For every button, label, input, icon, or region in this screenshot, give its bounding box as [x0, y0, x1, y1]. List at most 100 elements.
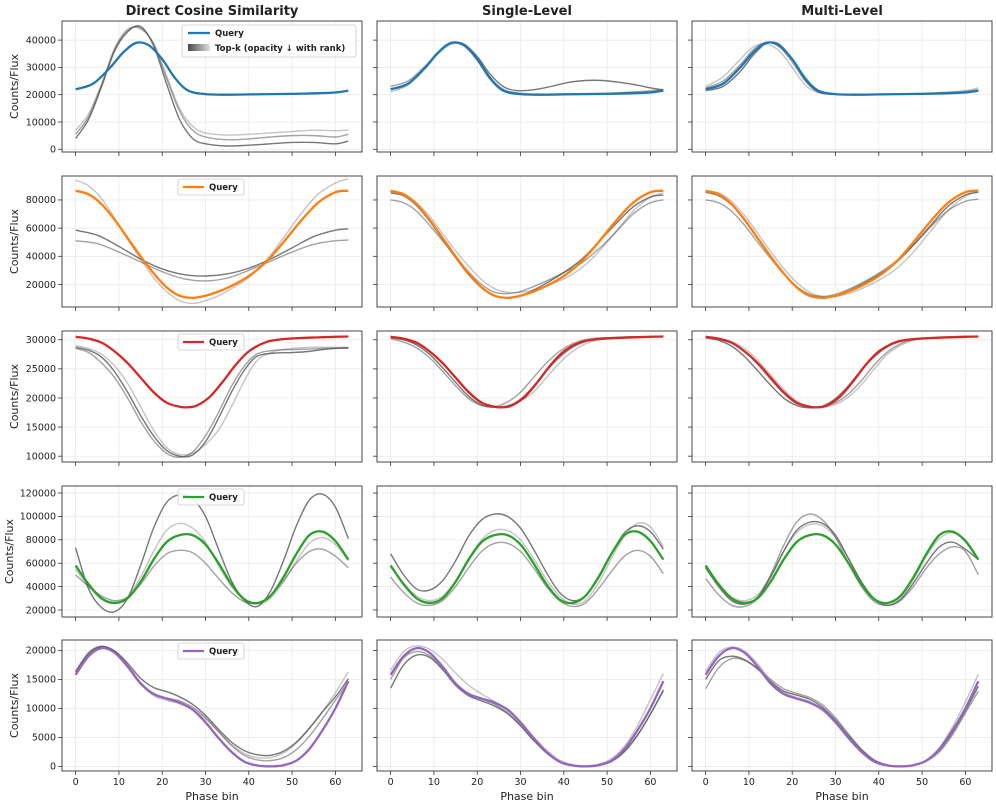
column-title-direct-cosine: Direct Cosine Similarity: [126, 4, 299, 19]
query-line: [704, 530, 980, 605]
x-tick-label: 10: [743, 777, 755, 788]
topk-line-rank-3: [390, 335, 664, 408]
y-tick-label: 40000: [26, 252, 56, 263]
panel-frame: [376, 330, 678, 463]
gridlines: [692, 21, 992, 152]
x-tick-label: 40: [873, 777, 885, 788]
topk-line-rank-1: [74, 493, 350, 613]
legend-query-label: Query: [209, 647, 238, 657]
y-tick-label: 10000: [26, 451, 56, 462]
series-group: [704, 513, 980, 608]
y-tick-label: 80000: [26, 535, 56, 546]
series-group: [704, 646, 980, 768]
panel-r2-c2: [373, 175, 678, 311]
topk-line-rank-2: [390, 199, 664, 295]
y-tick-label: 10000: [26, 704, 56, 715]
x-tick-label: 60: [644, 777, 656, 788]
panel-r3-c3: [688, 330, 993, 466]
panel-r1-c2: [373, 20, 678, 156]
legend-box: [177, 488, 245, 506]
series-group: [390, 189, 664, 299]
series-group: [389, 645, 665, 768]
panel-r1-c3: [688, 20, 993, 156]
query-line: [389, 646, 665, 768]
query-line: [75, 335, 349, 409]
y-tick-label: 100000: [20, 512, 56, 523]
series-group: [705, 41, 979, 96]
x-tick-label: 40: [243, 777, 255, 788]
series-group: [390, 41, 664, 96]
panel-frame: [691, 639, 993, 772]
gridlines: [692, 331, 992, 462]
panel-frame: [691, 485, 993, 618]
panel-grid: 010000200003000040000Counts/FluxQueryTop…: [3, 20, 993, 788]
legend-query-label: Query: [215, 29, 244, 39]
x-tick-label: 40: [558, 777, 570, 788]
gridlines: [377, 21, 677, 152]
topk-line-rank-2: [75, 548, 349, 605]
legend: Query Top-k (opacity ↓ with rank): [181, 24, 357, 58]
panel-frame: [376, 175, 678, 308]
series-group: [705, 335, 979, 409]
query-line: [390, 335, 664, 409]
y-tick-label: 20000: [26, 646, 56, 657]
y-tick-label: 20000: [26, 393, 56, 404]
panel-r2-c1: 20000 40000 60000 80000 Counts/Flux Query: [8, 175, 363, 311]
legend: Query: [177, 488, 245, 506]
x-tick-label: 10: [113, 777, 125, 788]
legend-query-label: Query: [209, 338, 238, 348]
topk-line-rank-2: [705, 513, 979, 608]
query-line: [390, 41, 664, 96]
x-axis-label-col2: Phase bin: [500, 790, 553, 803]
gridlines: [377, 331, 677, 462]
y-tick-label: 40000: [26, 582, 56, 593]
topk-line-rank-1: [75, 346, 349, 458]
y-tick-label: 60000: [26, 223, 56, 234]
topk-line-rank-2: [390, 541, 664, 608]
topk-line-rank-3: [75, 645, 349, 759]
topk-line-rank-3: [390, 645, 664, 767]
legend-query-label: Query: [209, 183, 238, 193]
topk-line-rank-2: [390, 42, 664, 95]
query-line: [705, 335, 979, 409]
panel-r4-c2: [373, 485, 678, 621]
topk-line-rank-3: [390, 522, 664, 606]
legend: Query: [177, 178, 245, 196]
query-line: [389, 530, 665, 605]
x-tick-label: 20: [156, 777, 168, 788]
panel-frame: [691, 20, 993, 153]
y-tick-label: 80000: [26, 195, 56, 206]
query-line: [74, 530, 350, 605]
column-title-single-level: Single-Level: [482, 4, 572, 19]
panel-frame: [691, 175, 993, 308]
series-group: [705, 189, 979, 299]
gridlines: [692, 640, 992, 771]
x-tick-label: 30: [199, 777, 211, 788]
x-tick-label: 0: [73, 777, 79, 788]
gridlines: [62, 176, 362, 307]
query-line: [75, 41, 349, 96]
topk-line-rank-1: [75, 228, 349, 277]
y-axis-label: Counts/Flux: [8, 54, 21, 119]
topk-line-rank-3: [705, 523, 979, 604]
y-tick-label: 20000: [26, 90, 56, 101]
topk-line-rank-1: [390, 192, 664, 299]
panel-r5-c2: 0 10 20 30 40 50 60: [373, 639, 678, 788]
legend-box: [177, 178, 245, 196]
panel-frame: [61, 639, 363, 772]
panel-frame: [61, 330, 363, 463]
x-tick-label: 50: [286, 777, 298, 788]
x-tick-label: 20: [786, 777, 798, 788]
topk-line-rank-3: [390, 42, 664, 96]
panel-r5-c1: 0 10 20 30 40 50 60 0 5000 10000 15000 20000 Counts/…: [8, 639, 363, 788]
legend-topk-swatch: [188, 44, 210, 51]
x-tick-label: 10: [428, 777, 440, 788]
panel-r3-c1: 10000 15000 20000 25000 30000 Counts/Flux Quer…: [8, 330, 363, 466]
query-line: [74, 646, 350, 768]
topk-line-rank-3: [705, 646, 979, 768]
gridlines: [377, 176, 677, 307]
x-tick-label: 0: [703, 777, 709, 788]
topk-line-rank-2: [705, 41, 979, 96]
gridlines: [692, 176, 992, 307]
